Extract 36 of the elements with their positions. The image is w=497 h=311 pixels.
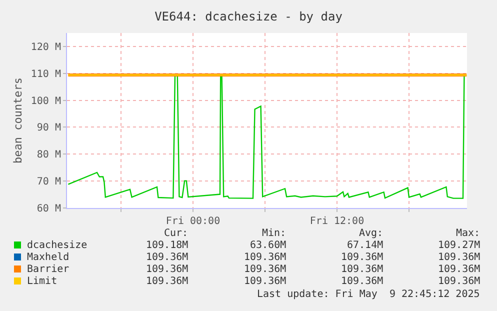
text: 109.36M xyxy=(341,264,384,275)
legend-label: Barrier xyxy=(27,264,70,275)
text: Avg: xyxy=(359,228,384,239)
legend-label: Maxheld xyxy=(27,252,70,263)
y-tick-label: 70 M xyxy=(36,176,61,188)
text: 109.36M xyxy=(244,252,286,263)
text: 109.36M xyxy=(341,276,384,287)
chart-title: VE644: dcachesize - by day xyxy=(154,9,342,24)
y-axis-title: bean counters xyxy=(12,77,25,164)
y-tick-label: 80 M xyxy=(36,150,61,161)
legend-label: Limit xyxy=(27,276,58,287)
y-tick-label: 110 M xyxy=(30,68,61,80)
legend-label: dcachesize xyxy=(27,240,88,251)
text: 109.36M xyxy=(438,276,480,287)
text: 109.36M xyxy=(146,276,188,287)
text: Max: xyxy=(456,228,480,239)
text: 67.14M xyxy=(347,240,384,251)
text: Cur: xyxy=(164,228,188,239)
x-tick-label: Fri 00:00 xyxy=(166,216,220,227)
y-tick-label: 60 M xyxy=(36,204,61,214)
y-tick-label: 120 M xyxy=(30,42,61,53)
text: 109.36M xyxy=(438,252,480,263)
text: 109.36M xyxy=(146,252,188,263)
text: 109.36M xyxy=(244,264,286,275)
text: 109.36M xyxy=(244,276,286,287)
y-tick-label: 90 M xyxy=(36,122,61,134)
text: 109.36M xyxy=(438,264,480,275)
text: 109.36M xyxy=(341,252,384,263)
text: 109.27M xyxy=(438,240,480,251)
text: Min: xyxy=(262,228,286,239)
text: 109.18M xyxy=(146,240,188,251)
x-tick-label: Fri 12:00 xyxy=(310,216,364,227)
text: Last update: Fri May 9 22:45:12 2025 xyxy=(257,289,480,300)
y-tick-label: 100 M xyxy=(30,96,61,107)
text: 63.60M xyxy=(250,240,286,251)
text: 109.36M xyxy=(146,264,188,275)
